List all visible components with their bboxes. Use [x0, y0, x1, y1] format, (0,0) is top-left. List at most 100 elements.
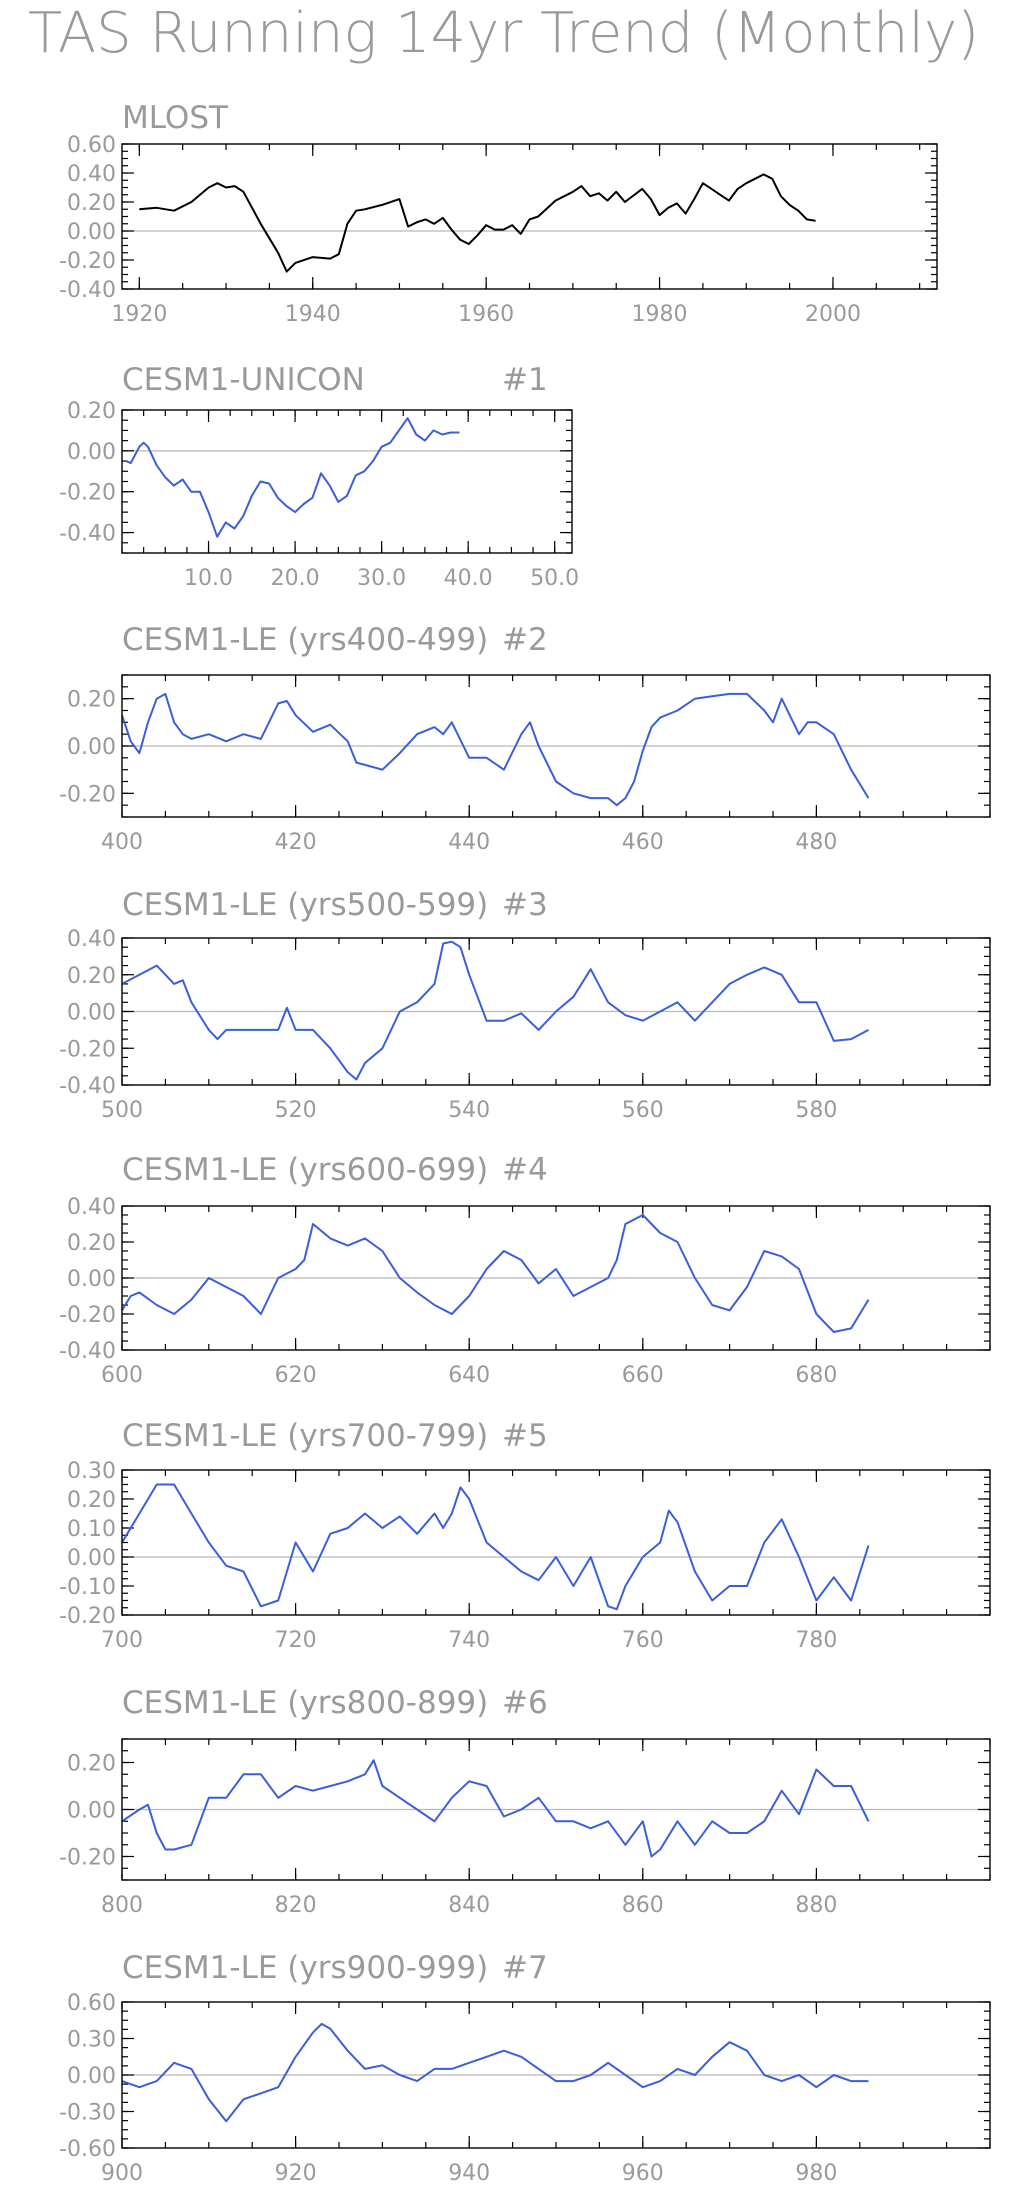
y-tick-label: 0.60 [67, 133, 116, 158]
panel-title: CESM1-LE (yrs700-799) [122, 1418, 488, 1454]
panel-title: MLOST [122, 100, 229, 136]
x-tick-label: 10.0 [184, 566, 233, 591]
x-tick-label: 860 [622, 1893, 664, 1918]
y-tick-label: -0.30 [59, 2101, 116, 2126]
plot-frame [121, 2001, 991, 2149]
y-tick-label: 0.20 [67, 688, 116, 713]
y-tick-label: -0.60 [59, 2137, 116, 2162]
x-tick-label: 480 [795, 830, 837, 855]
x-tick-label: 2000 [805, 302, 861, 327]
x-tick-label: 40.0 [444, 566, 493, 591]
panel-title: CESM1-LE (yrs400-499) [122, 622, 488, 658]
x-tick-label: 1920 [111, 302, 167, 327]
x-tick-label: 740 [448, 1628, 490, 1653]
y-tick-label: 0.30 [67, 2028, 116, 2053]
chart-panel: CESM1-UNICON #1 10.0 20.0 30.0 40.0 50.0 -0.40 -… [59, 362, 579, 591]
y-tick-label: -0.20 [59, 1037, 116, 1062]
y-tick-label: -0.40 [59, 1339, 116, 1364]
chart-panel: CESM1-LE (yrs500-599) #3 500 520 540 560 580 -0… [59, 887, 991, 1123]
plot-frame [121, 143, 938, 290]
y-tick-label: 0.00 [67, 220, 116, 245]
y-tick-label: -0.20 [59, 1604, 116, 1629]
series-line [121, 1759, 870, 1858]
y-tick-label: -0.40 [59, 1074, 116, 1099]
x-tick-label: 1960 [458, 302, 514, 327]
y-tick-label: -0.20 [59, 481, 116, 506]
series-line [121, 692, 870, 807]
x-tick-label: 980 [795, 2161, 837, 2186]
panel-title: CESM1-LE (yrs800-899) [122, 1685, 488, 1721]
plot-frame [121, 937, 991, 1086]
x-tick-label: 1940 [285, 302, 341, 327]
x-tick-label: 800 [101, 1893, 143, 1918]
x-tick-label: 620 [275, 1363, 317, 1388]
x-tick-label: 30.0 [357, 566, 406, 591]
chart-panel: CESM1-LE (yrs700-799) #5 700 720 740 760 780 -0… [59, 1418, 991, 1653]
x-tick-label: 540 [448, 1098, 490, 1123]
y-tick-label: 0.00 [67, 735, 116, 760]
y-tick-label: 0.30 [67, 1459, 116, 1484]
series-line [121, 1214, 870, 1333]
x-tick-label: 640 [448, 1363, 490, 1388]
plot-frame [121, 674, 991, 818]
figure-title: TAS Running 14yr Trend (Monthly) [28, 1, 979, 66]
panel-number: #6 [502, 1685, 548, 1721]
plot-frame [121, 1469, 991, 1616]
x-tick-label: 960 [622, 2161, 664, 2186]
series-line [139, 173, 816, 273]
x-tick-label: 900 [101, 2161, 143, 2186]
chart-panel: CESM1-LE (yrs900-999) #7 900 920 940 960 980 -0… [59, 1950, 991, 2186]
y-tick-label: -0.20 [59, 1846, 116, 1871]
y-tick-label: 0.20 [67, 399, 116, 424]
x-tick-label: 500 [101, 1098, 143, 1123]
x-tick-label: 760 [622, 1628, 664, 1653]
x-tick-label: 820 [275, 1893, 317, 1918]
series-line [121, 1483, 870, 1611]
y-tick-label: 0.00 [67, 440, 116, 465]
x-tick-label: 940 [448, 2161, 490, 2186]
plot-frame [121, 1738, 991, 1881]
x-tick-label: 660 [622, 1363, 664, 1388]
x-tick-label: 420 [275, 830, 317, 855]
chart-panel: CESM1-LE (yrs600-699) #4 600 620 640 660 680 -0… [59, 1152, 991, 1388]
y-tick-label: 0.10 [67, 1517, 116, 1542]
y-tick-label: 0.40 [67, 927, 116, 952]
x-tick-label: 880 [795, 1893, 837, 1918]
y-tick-label: -0.20 [59, 1303, 116, 1328]
panel-number: #5 [502, 1418, 548, 1454]
panel-number: #7 [502, 1950, 548, 1986]
y-tick-label: 0.00 [67, 2064, 116, 2089]
y-tick-label: 0.00 [67, 1799, 116, 1824]
chart-panels: MLOST 1920 1940 1960 1980 2000 -0.40 -0.20 0.00 0… [59, 100, 991, 2186]
plot-frame [121, 409, 573, 554]
y-tick-label: -0.10 [59, 1575, 116, 1600]
chart-panel: CESM1-LE (yrs800-899) #6 800 820 840 860 880 -0… [59, 1685, 991, 1918]
y-tick-label: 0.60 [67, 1991, 116, 2016]
panel-number: #3 [502, 887, 548, 923]
x-tick-label: 840 [448, 1893, 490, 1918]
y-tick-label: 0.20 [67, 1488, 116, 1513]
x-tick-label: 920 [275, 2161, 317, 2186]
x-tick-label: 520 [275, 1098, 317, 1123]
panel-title: CESM1-UNICON [122, 362, 365, 398]
series-line [121, 2022, 869, 2123]
x-tick-label: 460 [622, 830, 664, 855]
x-tick-label: 780 [795, 1628, 837, 1653]
x-tick-label: 600 [101, 1363, 143, 1388]
y-tick-label: 0.20 [67, 191, 116, 216]
chart-panel: CESM1-LE (yrs400-499) #2 400 420 440 460 480 -0… [59, 622, 991, 855]
y-tick-label: 0.40 [67, 162, 116, 187]
panel-title: CESM1-LE (yrs500-599) [122, 887, 488, 923]
x-tick-label: 400 [101, 830, 143, 855]
y-tick-label: 0.20 [67, 1752, 116, 1777]
panel-number: #2 [502, 622, 548, 658]
y-tick-label: -0.20 [59, 782, 116, 807]
series-line [121, 940, 869, 1081]
x-tick-label: 700 [101, 1628, 143, 1653]
x-tick-label: 720 [275, 1628, 317, 1653]
y-tick-label: 0.20 [67, 1231, 116, 1256]
x-tick-label: 580 [795, 1098, 837, 1123]
panel-title: CESM1-LE (yrs900-999) [122, 1950, 488, 1986]
plot-frame [121, 1205, 991, 1351]
